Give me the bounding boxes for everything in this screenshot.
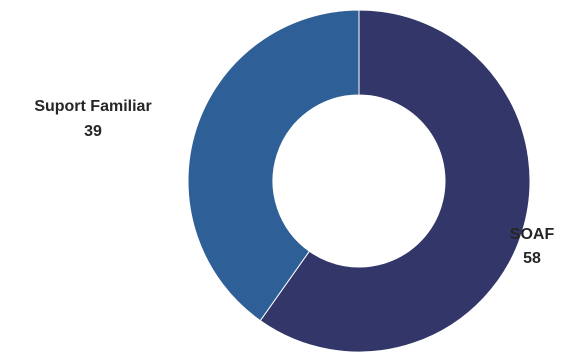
slice-value-suport-familiar: 39 xyxy=(84,123,102,140)
slice-label-suport-familiar: Suport Familiar xyxy=(34,98,151,115)
donut-slices xyxy=(187,9,531,352)
slice-value-soaf: 58 xyxy=(523,250,541,267)
donut-slice-soaf xyxy=(259,9,531,352)
donut-slice-suport-familiar xyxy=(187,9,360,322)
slice-label-soaf: SOAF xyxy=(510,226,555,243)
slice-labels: SOAF 58 Suport Familiar 39 xyxy=(34,98,554,267)
